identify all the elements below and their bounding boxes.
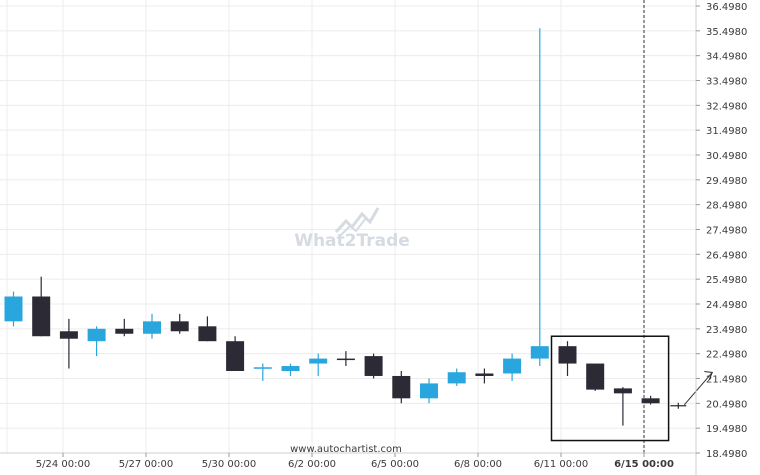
x-axis: 5/24 00:00 5/27 00:00 5/30 00:00 6/2 00:00 6… (0, 452, 696, 470)
y-tick-label: 33.4980 (706, 77, 747, 88)
candle-body (115, 328, 134, 334)
x-tick-label: 6/15 00:00 (614, 459, 674, 470)
y-tick-label: 22.4980 (706, 350, 747, 361)
y-tick-label: 25.4980 (706, 275, 747, 286)
candles (4, 28, 660, 426)
y-tick-label: 18.4980 (706, 449, 747, 460)
y-tick-label: 29.4980 (706, 176, 747, 187)
candle-body (613, 388, 632, 394)
x-tick-label: 5/24 00:00 (36, 459, 90, 470)
watermark-text: What2Trade (294, 231, 410, 251)
x-tick-label: 6/2 00:00 (288, 459, 336, 470)
projection-arrow-head (704, 370, 714, 380)
x-tick-label: 5/30 00:00 (202, 459, 256, 470)
candle-body (558, 346, 577, 364)
y-tick-label: 27.4980 (706, 226, 747, 237)
projection-arrow-line (683, 372, 713, 406)
y-tick-label: 21.4980 (706, 375, 747, 386)
y-tick-label: 19.4980 (706, 424, 747, 435)
y-tick-label: 30.4980 (706, 151, 747, 162)
y-tick-label: 32.4980 (706, 101, 747, 112)
y-tick-label: 24.4980 (706, 300, 747, 311)
candle-body (641, 398, 660, 404)
pattern-overlay (550, 0, 714, 453)
candle-body (447, 372, 466, 384)
y-tick-label: 35.4980 (706, 27, 747, 38)
candle-body (170, 321, 189, 332)
pattern-box (550, 335, 670, 442)
x-tick-label: 6/8 00:00 (454, 459, 502, 470)
y-tick-label: 31.4980 (706, 126, 747, 137)
y-tick-label: 20.4980 (706, 399, 747, 410)
x-tick-label: 6/5 00:00 (371, 459, 419, 470)
candle-body (364, 356, 383, 376)
candle-body (226, 341, 245, 372)
x-tick-label: 5/27 00:00 (119, 459, 173, 470)
candle-body (143, 321, 161, 334)
candle-body (281, 366, 300, 372)
y-tick-label: 34.4980 (706, 52, 747, 63)
watermark-logo-icon (334, 207, 380, 237)
source-label: www.autochartist.com (290, 444, 402, 455)
candle-body (586, 363, 605, 390)
candle-body (198, 326, 217, 342)
candle-body (32, 296, 51, 337)
y-axis: 18.4980 19.4980 20.4980 21.4980 22.4980 23.49… (695, 0, 747, 475)
candle-body (475, 373, 494, 376)
candle-body (420, 383, 438, 399)
candle-body (253, 367, 272, 369)
candle-body (59, 331, 78, 339)
y-tick-label: 26.4980 (706, 250, 747, 261)
candle-body (530, 346, 549, 359)
y-tick-label: 28.4980 (706, 201, 747, 212)
candle-body (4, 296, 23, 322)
candle-body (309, 358, 328, 364)
y-tick-label: 36.4980 (706, 2, 747, 13)
candle-body (392, 375, 411, 399)
candle-body (336, 358, 355, 361)
what2trade-watermark: What2Trade (294, 207, 410, 251)
y-tick-label: 23.4980 (706, 325, 747, 336)
candle-body (503, 358, 522, 374)
x-tick-label: 6/11 00:00 (534, 459, 588, 470)
candle-body (87, 328, 106, 342)
